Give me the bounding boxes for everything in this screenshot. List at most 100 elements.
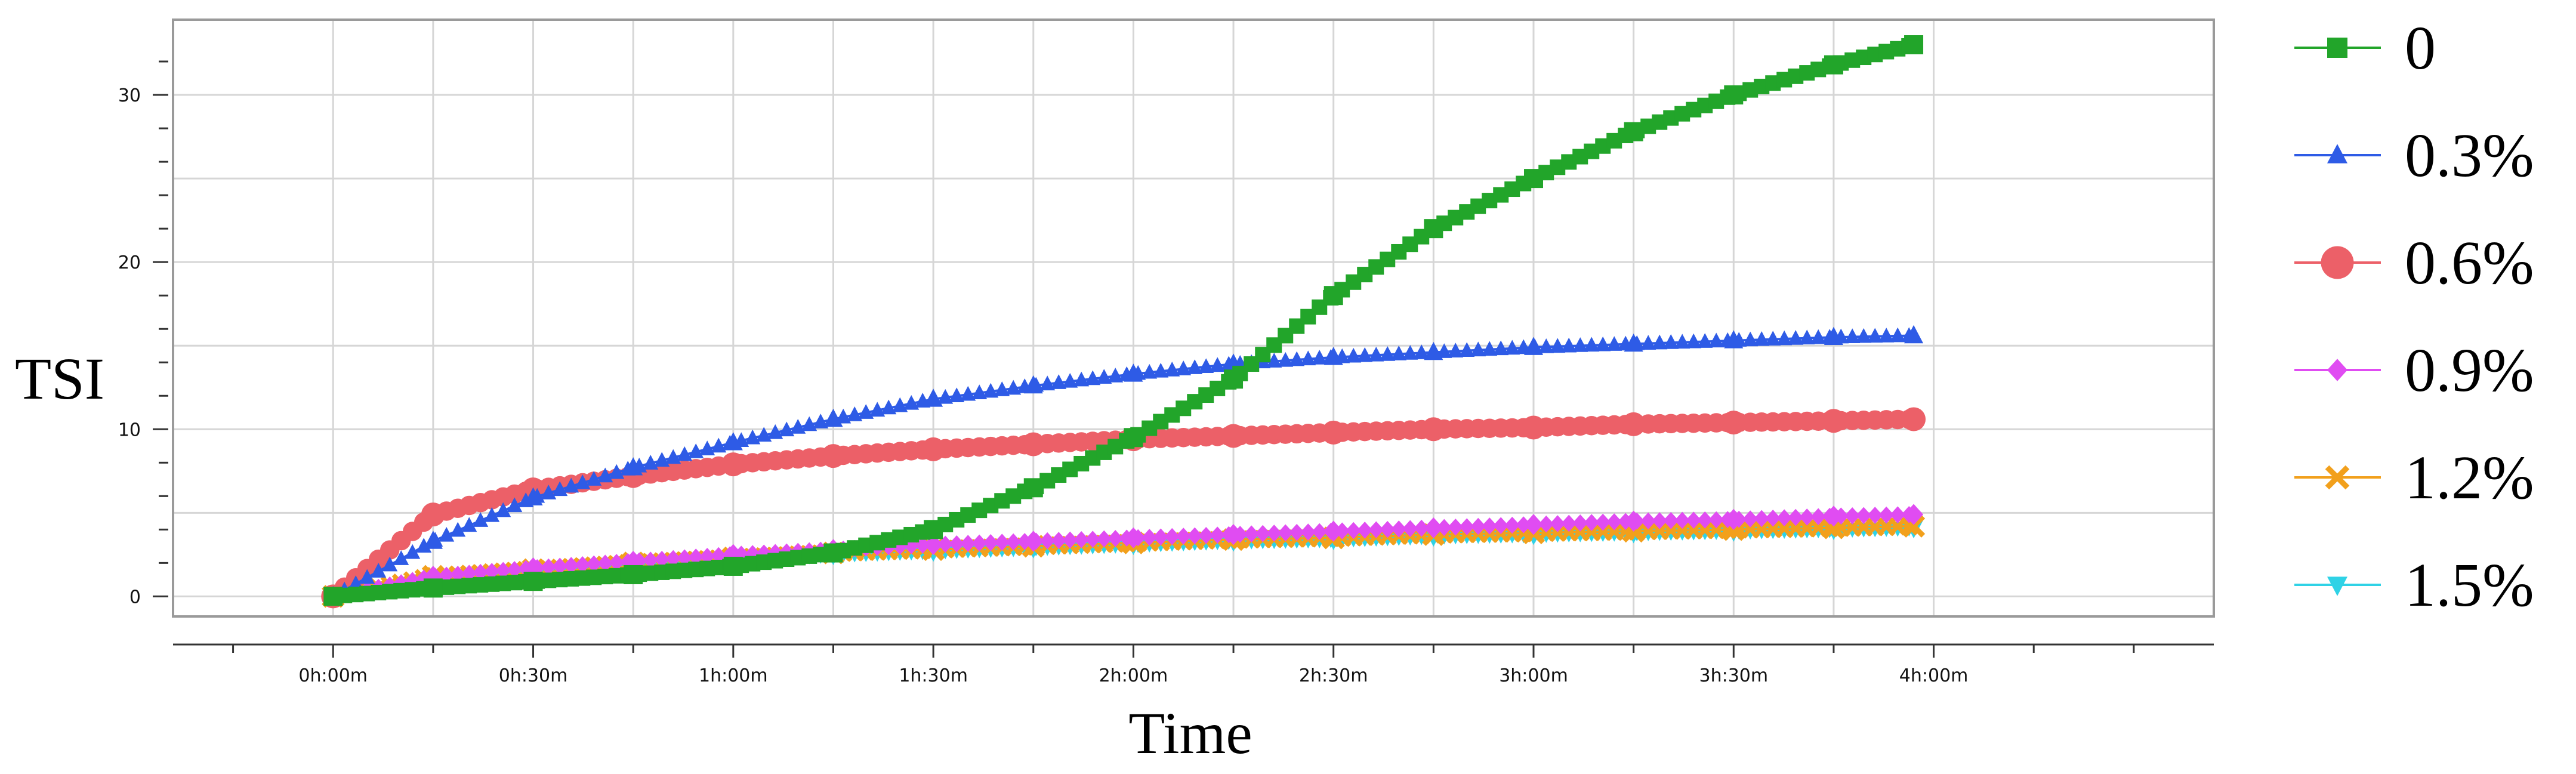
series-marker (1652, 334, 1668, 350)
series-marker (1459, 342, 1475, 357)
legend-marker (2327, 144, 2347, 164)
series-marker (371, 563, 387, 578)
series-marker (711, 437, 727, 453)
series-marker (1697, 333, 1713, 348)
series-marker (1210, 526, 1226, 544)
series-marker (1890, 506, 1906, 523)
series-marker (1482, 341, 1498, 356)
series-marker (1142, 529, 1158, 546)
series-marker (971, 384, 988, 399)
series-marker (960, 535, 976, 552)
series-marker (767, 424, 783, 439)
series-marker (1493, 517, 1509, 535)
y-axis: 0 10 20 30 (118, 60, 168, 608)
data-point (1524, 337, 1543, 355)
series-marker (1073, 531, 1090, 548)
series-marker (393, 550, 409, 565)
data-point (1824, 505, 1843, 527)
series-marker (960, 386, 976, 401)
data-point (523, 572, 543, 591)
data-point (1524, 514, 1543, 535)
series-marker (1550, 338, 1566, 353)
series-marker (1776, 330, 1793, 346)
series-marker (1674, 334, 1690, 349)
series-marker (1697, 511, 1713, 529)
series-marker (575, 556, 591, 573)
series-marker (1561, 337, 1577, 353)
series-marker (1742, 331, 1759, 347)
data-point (1524, 169, 1543, 189)
series-marker (1504, 516, 1520, 534)
plot-area-frame (172, 18, 2215, 618)
series-marker (1142, 363, 1158, 379)
series-marker (881, 399, 897, 415)
series-marker (1176, 528, 1192, 545)
data-point (624, 457, 643, 476)
series-marker (1198, 358, 1214, 374)
series-marker (1867, 507, 1883, 524)
series-marker (654, 551, 670, 568)
series-marker (1459, 518, 1475, 535)
data-point (1904, 35, 1924, 55)
data-point (721, 452, 745, 477)
x-tick-label: 3h:00m (1499, 665, 1568, 686)
series-marker (461, 517, 477, 532)
series-marker (1051, 532, 1067, 549)
series-marker (790, 419, 806, 434)
series-marker (1640, 512, 1656, 530)
series-1 (323, 35, 1924, 606)
data-point (1722, 411, 1746, 435)
series-marker (1844, 507, 1861, 525)
series-marker (416, 538, 432, 553)
series-marker (450, 522, 466, 537)
series-marker (563, 557, 579, 574)
x-tick-label: 1h:30m (899, 665, 968, 686)
series-marker (1799, 508, 1815, 526)
data-point (323, 587, 343, 606)
data-point (1224, 524, 1244, 545)
series-marker (949, 387, 965, 403)
series-marker (1448, 343, 1464, 357)
series-marker (1595, 336, 1611, 351)
x-tick-label: 0h:30m (499, 665, 568, 686)
series-marker (1652, 512, 1668, 529)
series-marker (1856, 328, 1872, 343)
legend-label: 1.2% (2405, 443, 2534, 512)
data-point (1023, 531, 1043, 552)
series-marker (1674, 511, 1690, 529)
data-point (1902, 407, 1926, 431)
series-marker (1606, 513, 1622, 531)
series-marker (1096, 530, 1112, 548)
series-marker (552, 557, 568, 575)
series-marker (359, 569, 375, 584)
series-2 (323, 325, 1924, 605)
legend-marker (2327, 576, 2347, 596)
legend-item-6: 1.5% (2294, 551, 2534, 619)
series-marker (1210, 357, 1226, 372)
data-point (924, 388, 943, 407)
series-marker (1198, 526, 1214, 544)
series-marker (688, 443, 704, 458)
legend-marker (2327, 38, 2347, 58)
series-marker (1107, 368, 1124, 383)
series-marker (971, 534, 988, 552)
data-point (1124, 527, 1143, 548)
series-marker (1005, 380, 1022, 395)
series-marker (1776, 509, 1793, 526)
series-marker (1085, 370, 1101, 386)
legend-label: 0.6% (2405, 229, 2534, 297)
x-tick-label: 2h:00m (1099, 665, 1168, 686)
series-marker (1266, 525, 1282, 542)
x-axis-title: Time (1128, 700, 1252, 766)
series-marker (1538, 338, 1554, 353)
series-marker (405, 544, 421, 559)
series-marker (1357, 522, 1373, 539)
series-marker (1391, 346, 1407, 360)
data-point (1724, 85, 1744, 105)
series-marker (1595, 513, 1611, 531)
x-tick-label: 4h:00m (1899, 665, 1969, 686)
series-marker (1368, 521, 1384, 539)
series-marker (1878, 328, 1895, 343)
legend-item-2: 0.3% (2294, 121, 2534, 190)
